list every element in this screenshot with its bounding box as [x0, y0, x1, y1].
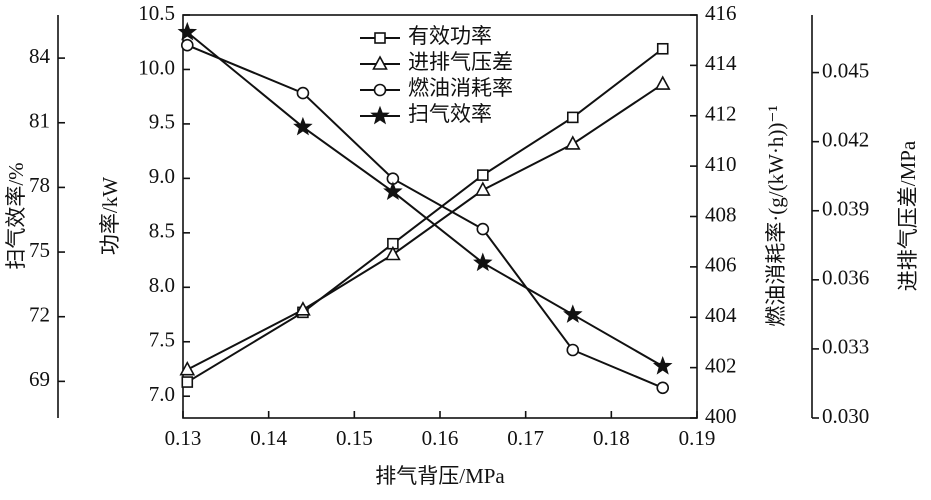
y3-tick-label: 81 — [29, 109, 50, 133]
y3-tick-label: 69 — [29, 367, 50, 391]
marker — [293, 116, 313, 136]
y2-tick-label: 404 — [705, 303, 737, 327]
marker — [473, 252, 493, 272]
y2-tick-label: 402 — [705, 353, 737, 377]
x-tick-label: 0.17 — [507, 426, 544, 450]
marker — [476, 222, 490, 236]
marker — [474, 181, 491, 196]
marker — [383, 181, 403, 201]
y2-tick-label: 406 — [705, 253, 737, 277]
y-tick-label: 10.5 — [138, 1, 175, 25]
y2-tick-label: 414 — [705, 51, 737, 75]
y-tick-label: 7.0 — [149, 382, 175, 406]
x-tick-label: 0.13 — [165, 426, 202, 450]
y2-tick-label: 416 — [705, 1, 737, 25]
marker — [181, 376, 194, 388]
marker — [296, 86, 310, 100]
y2-tick-label: 400 — [705, 404, 737, 428]
marker — [477, 169, 489, 181]
marker — [370, 105, 390, 125]
marker — [652, 355, 673, 375]
y4-tick-label: 0.039 — [822, 197, 869, 221]
y-tick-label: 8.0 — [149, 273, 175, 297]
marker — [295, 301, 311, 316]
y3-axis-label: 扫气效率/% — [4, 162, 28, 269]
y4-tick-label: 0.036 — [822, 266, 869, 290]
y2-axis-label: 燃油消耗率·(g/(kW·h))⁻¹ — [764, 105, 788, 327]
marker — [373, 83, 387, 97]
marker — [179, 360, 196, 376]
y-axis-label: 功率/kW — [98, 177, 122, 255]
y4-tick-label: 0.030 — [822, 404, 869, 428]
x-tick-label: 0.19 — [679, 426, 716, 450]
marker — [385, 245, 401, 261]
marker — [180, 38, 194, 52]
marker — [563, 304, 583, 323]
marker — [564, 135, 581, 150]
marker — [177, 21, 198, 41]
y4-tick-label: 0.045 — [822, 58, 869, 82]
series-line — [186, 44, 664, 389]
y2-tick-label: 408 — [705, 202, 737, 226]
y4-tick-label: 0.042 — [822, 127, 869, 151]
marker — [654, 75, 671, 90]
y-tick-label: 8.5 — [149, 219, 175, 243]
series-line — [186, 83, 664, 371]
x-axis-label: 排气背压/MPa — [375, 464, 505, 488]
legend-label: 进排气压差 — [408, 50, 513, 74]
marker — [656, 381, 670, 395]
x-tick-label: 0.18 — [593, 426, 630, 450]
marker — [656, 42, 669, 55]
y-tick-label: 9.0 — [149, 164, 175, 188]
y2-tick-label: 410 — [705, 152, 737, 176]
legend-label: 扫气效率 — [408, 102, 492, 126]
marker — [566, 111, 579, 124]
y3-tick-label: 72 — [29, 303, 50, 327]
x-tick-label: 0.16 — [422, 426, 459, 450]
series-line — [186, 47, 664, 383]
x-tick-label: 0.14 — [250, 426, 287, 450]
x-tick-label: 0.15 — [336, 426, 373, 450]
y2-tick-label: 412 — [705, 102, 737, 126]
y3-tick-label: 75 — [29, 238, 50, 262]
y4-axis-label: 进排气压差/MPa — [896, 140, 920, 291]
legend-label: 有效功率 — [408, 24, 492, 48]
legend-label: 燃油消耗率 — [408, 76, 513, 100]
y4-tick-label: 0.033 — [822, 335, 869, 359]
y-tick-label: 7.5 — [149, 328, 175, 352]
series-line — [186, 31, 664, 368]
y3-tick-label: 78 — [29, 173, 50, 197]
y-tick-label: 10.0 — [138, 55, 175, 79]
marker — [372, 55, 388, 70]
y3-tick-label: 84 — [29, 44, 51, 68]
marker — [374, 32, 386, 44]
y-tick-label: 9.5 — [149, 110, 175, 134]
marker — [566, 343, 580, 357]
